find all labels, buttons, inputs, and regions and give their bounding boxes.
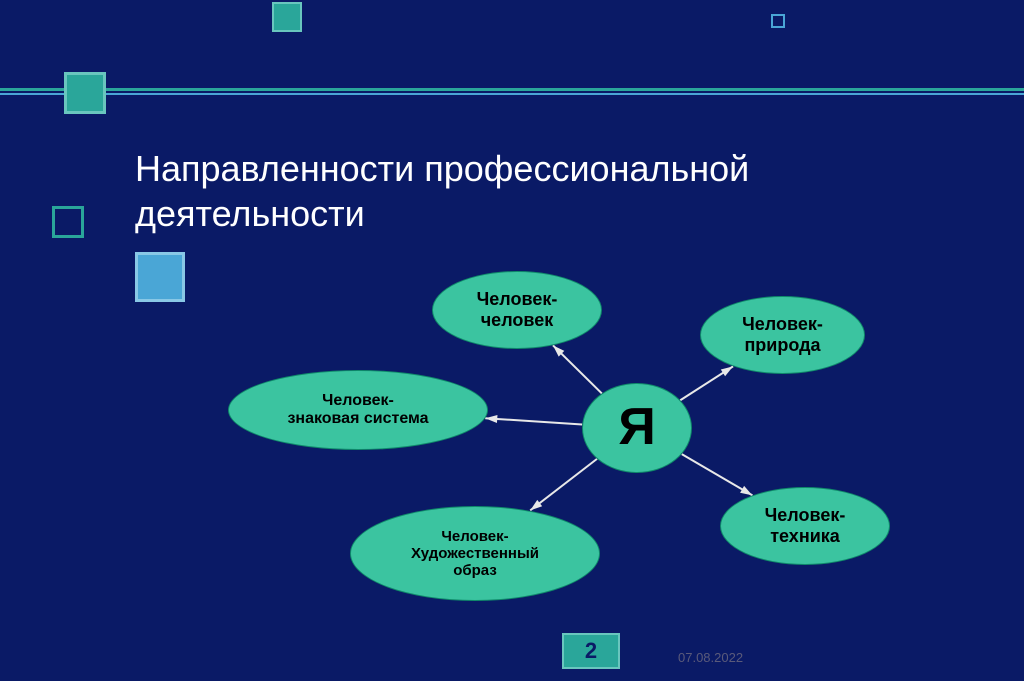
- footer-date: 07.08.2022: [678, 650, 743, 665]
- decorative-square: [64, 72, 106, 114]
- node-label: техника: [770, 526, 840, 547]
- diagram-node-human-sign: Человек-знаковая система: [228, 370, 488, 450]
- decorative-square: [135, 252, 185, 302]
- node-label: Человек-: [477, 289, 558, 310]
- diagram-node-human-nature: Человек-природа: [700, 296, 865, 374]
- node-label: Человек-: [441, 528, 508, 545]
- node-label: Человек-: [765, 505, 846, 526]
- diagram-node-human-art: Человек-Художественныйобраз: [350, 506, 600, 601]
- slide-title: Направленности профессиональной деятельн…: [135, 146, 895, 236]
- node-label: человек: [481, 310, 554, 331]
- node-label: Художественный: [411, 545, 539, 562]
- node-label: образ: [453, 562, 497, 579]
- node-label: Человек-: [322, 392, 394, 410]
- page-number: 2: [562, 633, 620, 669]
- decorative-square: [771, 14, 785, 28]
- node-label: Человек-: [742, 314, 823, 335]
- slide: Направленности профессиональной деятельн…: [0, 0, 1024, 681]
- decorative-line: [0, 93, 1024, 95]
- node-label: Я: [618, 398, 655, 458]
- decorative-square: [52, 206, 84, 238]
- decorative-square: [272, 2, 302, 32]
- node-label: знаковая система: [287, 410, 428, 428]
- decorative-line: [0, 88, 1024, 91]
- diagram-node-human-tech: Человек-техника: [720, 487, 890, 565]
- diagram-center-node: Я: [582, 383, 692, 473]
- node-label: природа: [744, 335, 820, 356]
- diagram-node-human-human: Человек-человек: [432, 271, 602, 349]
